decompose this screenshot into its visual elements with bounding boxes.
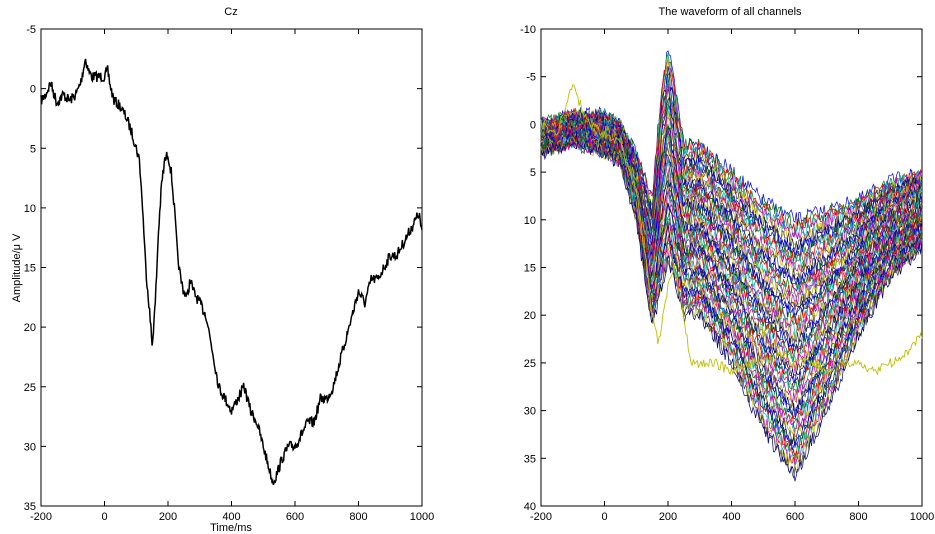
chart-cz-x-tick-label: 200 — [159, 511, 177, 523]
chart-all-channels-line — [540, 139, 923, 466]
chart-cz-y-tick-label: 15 — [24, 263, 36, 275]
chart-all-channels-y-tick-label: 15 — [524, 263, 536, 275]
chart-cz-y-tick-label: 35 — [24, 501, 36, 513]
chart-all-channels-y-tick-label: 25 — [524, 358, 536, 370]
chart-cz-y-tick-label: 10 — [24, 203, 36, 215]
chart-cz-line — [40, 58, 423, 486]
chart-cz-y-ticks: -5 0 5 10 15 20 25 30 35 — [24, 24, 422, 513]
chart-all-channels-line — [540, 137, 923, 479]
chart-all-channels-line — [540, 134, 923, 462]
chart-all-channels-x-tick-label: 200 — [659, 511, 677, 523]
chart-cz-series — [40, 58, 423, 486]
chart-cz-y-tick-label: 5 — [30, 143, 36, 155]
chart-cz-y-tick-label: 30 — [24, 441, 36, 453]
chart-all-channels-y-tick-label: 0 — [530, 119, 536, 131]
chart-all-channels-line — [540, 130, 923, 425]
chart-cz-x-tick-label: 400 — [222, 511, 240, 523]
chart-all-channels-y-tick-label: 35 — [524, 453, 536, 465]
chart-cz-x-ticks: -200 0 200 400 600 800 1000 — [30, 29, 434, 523]
chart-cz-y-tick-label: 0 — [30, 84, 36, 96]
chart-cz-ylabel: Amplitude/μ V — [11, 233, 23, 302]
chart-all-channels-title: The waveform of all channels — [658, 6, 802, 18]
chart-all-channels-y-tick-label: 30 — [524, 406, 536, 418]
chart-all-channels-y-tick-label: -5 — [526, 72, 536, 84]
chart-all-channels-y-tick-label: 5 — [530, 167, 536, 179]
chart-all-channels-line — [540, 140, 923, 482]
chart-cz-x-tick-label: 0 — [101, 511, 107, 523]
chart-cz-plot-area — [40, 28, 423, 507]
chart-all-channels-y-tick-label: 40 — [524, 501, 536, 513]
chart-all-channels-line — [540, 133, 923, 443]
chart-all-channels-line — [540, 136, 923, 471]
chart-all-channels-plot-area — [540, 28, 923, 507]
chart-all-channels: The waveform of all channels -200 0 200 400… — [520, 6, 934, 523]
chart-cz-title: Cz — [224, 6, 237, 18]
chart-cz-x-tick-label: -200 — [30, 511, 52, 523]
chart-all-channels-line — [540, 118, 923, 321]
chart-all-channels-x-tick-label: 400 — [722, 511, 740, 523]
chart-all-channels-x-tick-label: -200 — [530, 511, 552, 523]
chart-all-channels-y-tick-label: 20 — [524, 310, 536, 322]
chart-all-channels-series — [540, 50, 923, 482]
chart-all-channels-x-tick-label: 1000 — [910, 511, 934, 523]
chart-all-channels-outlier-line — [540, 84, 923, 376]
chart-all-channels-line — [540, 96, 923, 286]
chart-cz-x-tick-label: 800 — [349, 511, 367, 523]
chart-cz-x-tick-label: 600 — [286, 511, 304, 523]
chart-all-channels-x-tick-label: 0 — [601, 511, 607, 523]
chart-all-channels-x-tick-label: 800 — [849, 511, 867, 523]
chart-cz-y-tick-label: -5 — [26, 24, 36, 36]
chart-cz-x-tick-label: 1000 — [410, 511, 434, 523]
chart-all-channels-x-ticks: -200 0 200 400 600 800 1000 — [530, 29, 934, 523]
chart-all-channels-y-ticks: -10 -5 0 5 10 15 20 25 30 35 40 — [520, 24, 922, 513]
chart-cz-y-tick-label: 25 — [24, 382, 36, 394]
chart-all-channels-y-tick-label: 10 — [524, 215, 536, 227]
chart-all-channels-y-tick-label: -10 — [520, 24, 536, 36]
chart-cz: Cz -200 0 200 400 600 800 1000 -5 0 5 10 15 20 25 30 3… — [11, 6, 434, 534]
chart-all-channels-line — [540, 50, 923, 226]
chart-all-channels-line — [540, 125, 923, 380]
chart-cz-xlabel: Time/ms — [210, 522, 252, 534]
chart-all-channels-x-tick-label: 600 — [786, 511, 804, 523]
chart-all-channels-line — [540, 94, 923, 281]
chart-cz-y-tick-label: 20 — [24, 322, 36, 334]
